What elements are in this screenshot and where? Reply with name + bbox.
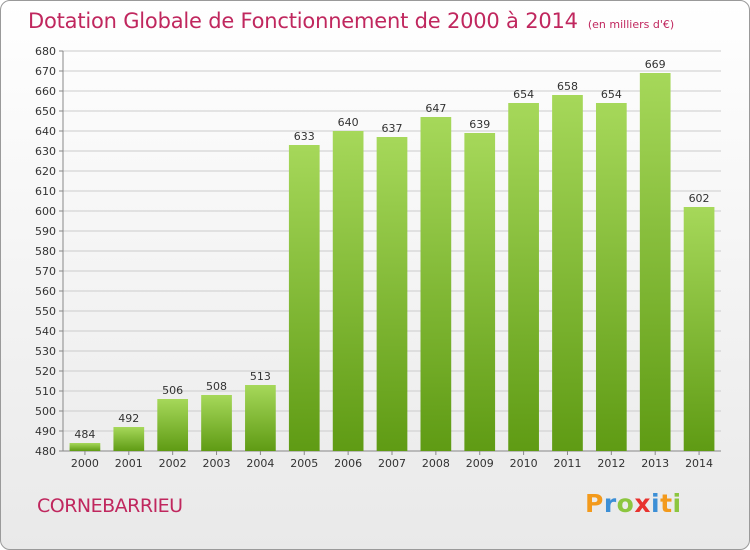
proxiti-logo[interactable]: Proxiti [585,489,682,518]
bar-2013[interactable] [639,73,671,451]
x-tick-label-2011: 2011 [553,457,581,470]
y-tick-label: 560 [35,285,56,298]
bar-2004[interactable] [245,385,276,451]
y-tick-label: 670 [35,65,56,78]
data-label-2014: 602 [689,192,710,205]
bar-2010[interactable] [508,103,539,451]
y-tick-label: 660 [35,85,56,98]
x-tick-label-2012: 2012 [597,457,625,470]
bar-2014[interactable] [683,207,715,451]
data-label-2005: 633 [294,130,315,143]
y-tick-label: 610 [35,185,56,198]
x-tick-label-2005: 2005 [290,457,318,470]
y-tick-label: 620 [35,165,56,178]
chart-title: Dotation Globale de Fonctionnement de 20… [28,9,674,33]
data-label-2006: 640 [338,116,359,129]
y-tick-label: 490 [35,425,56,438]
y-tick-label: 510 [35,385,56,398]
bar-2002[interactable] [157,399,189,451]
y-tick-label: 500 [35,405,56,418]
x-tick-label-2010: 2010 [510,457,538,470]
y-tick-label: 630 [35,145,56,158]
data-label-2012: 654 [601,88,622,101]
y-tick-label: 580 [35,245,56,258]
y-tick-label: 520 [35,365,56,378]
x-tick-label-2014: 2014 [685,457,713,470]
y-tick-label: 570 [35,265,56,278]
bar-2007[interactable] [376,137,408,451]
bar-2001[interactable] [113,427,145,451]
y-tick-label: 640 [35,125,56,138]
data-label-2001: 492 [118,412,139,425]
data-label-2000: 484 [74,428,95,441]
x-tick-label-2000: 2000 [71,457,99,470]
x-tick-label-2013: 2013 [641,457,669,470]
x-tick-label-2003: 2003 [203,457,231,470]
bar-2009[interactable] [464,133,496,451]
y-tick-label: 530 [35,345,56,358]
y-tick-label: 480 [35,445,56,458]
chart-title-text: Dotation Globale de Fonctionnement de 20… [28,9,578,33]
data-label-2007: 637 [382,122,403,135]
bar-2006[interactable] [332,131,364,451]
data-label-2010: 654 [513,88,534,101]
y-tick-label: 540 [35,325,56,338]
y-tick-label: 550 [35,305,56,318]
data-label-2004: 513 [250,370,271,383]
bar-2011[interactable] [552,95,583,451]
data-label-2003: 508 [206,380,227,393]
x-tick-label-2006: 2006 [334,457,362,470]
data-label-2008: 647 [425,102,446,115]
x-tick-label-2008: 2008 [422,457,450,470]
data-label-2009: 639 [469,118,490,131]
y-tick-label: 590 [35,225,56,238]
chart-unit: (en milliers d'€) [587,18,675,31]
bar-2005[interactable] [288,145,320,451]
x-tick-label-2004: 2004 [246,457,274,470]
data-label-2011: 658 [557,80,578,93]
x-tick-label-2009: 2009 [466,457,494,470]
y-tick-label: 680 [35,45,56,58]
y-tick-label: 650 [35,105,56,118]
x-tick-label-2007: 2007 [378,457,406,470]
y-tick-label: 600 [35,205,56,218]
bar-2000[interactable] [69,443,101,451]
data-label-2013: 669 [645,58,666,71]
x-tick-label-2002: 2002 [159,457,187,470]
x-tick-label-2001: 2001 [115,457,143,470]
commune-name: CORNEBARRIEU [37,495,183,517]
data-label-2002: 506 [162,384,183,397]
bar-2003[interactable] [201,395,232,451]
bar-2012[interactable] [595,103,627,451]
bar-2008[interactable] [420,117,452,451]
